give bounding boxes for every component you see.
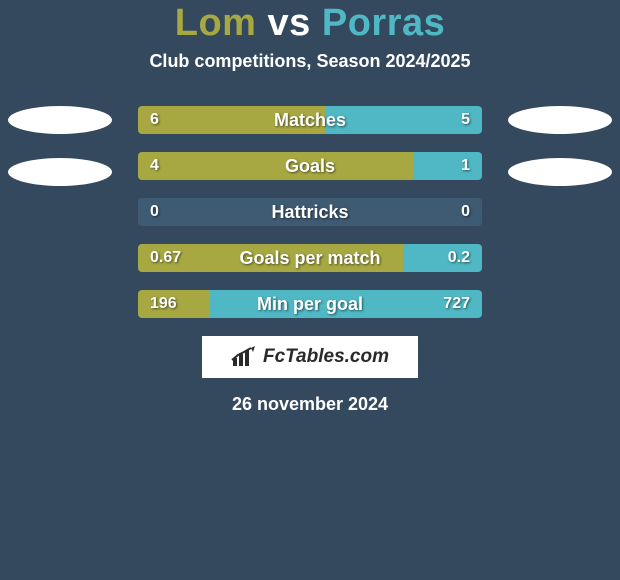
stat-row: 41Goals xyxy=(0,152,620,180)
date-label: 26 november 2024 xyxy=(0,394,620,415)
title-player1: Lom xyxy=(175,2,257,44)
stat-bar-right-fill xyxy=(210,290,482,318)
stat-bar-left-fill xyxy=(138,106,325,134)
player2-badge-oval xyxy=(508,158,612,186)
stat-rows: 65Matches 41Goals 0 0Hattricks 0.670.2Goals … xyxy=(0,106,620,318)
title-player2: Porras xyxy=(322,2,445,44)
stat-bar: 65Matches xyxy=(138,106,482,134)
stat-bar-right-fill xyxy=(325,106,482,134)
stat-value-right: 0 xyxy=(461,198,470,226)
stat-value-left: 0 xyxy=(150,198,159,226)
stat-bar-left-fill xyxy=(138,290,210,318)
stat-bar: 0 0Hattricks xyxy=(138,198,482,226)
player1-badge-oval xyxy=(8,106,112,134)
stat-label: Hattricks xyxy=(138,198,482,226)
stat-bar-right-fill xyxy=(403,244,482,272)
brand-badge: FcTables.com xyxy=(202,336,418,378)
brand-chart-icon xyxy=(231,346,257,368)
title-vs: vs xyxy=(268,2,311,44)
page-title: Lom vs Porras xyxy=(0,2,620,45)
stat-bar: 0.670.2Goals per match xyxy=(138,244,482,272)
stat-bar: 196727Min per goal xyxy=(138,290,482,318)
stat-bar-left-fill xyxy=(138,152,413,180)
stat-bar-left-fill xyxy=(138,244,403,272)
comparison-infographic: Lom vs Porras Club competitions, Season … xyxy=(0,0,620,415)
stat-bar-right-fill xyxy=(413,152,482,180)
stat-row: 196727Min per goal xyxy=(0,290,620,318)
stat-row: 65Matches xyxy=(0,106,620,134)
stat-row: 0.670.2Goals per match xyxy=(0,244,620,272)
brand-text: FcTables.com xyxy=(263,346,389,368)
subtitle: Club competitions, Season 2024/2025 xyxy=(0,51,620,72)
player2-badge-oval xyxy=(508,106,612,134)
stat-bar: 41Goals xyxy=(138,152,482,180)
stat-row: 0 0Hattricks xyxy=(0,198,620,226)
player1-badge-oval xyxy=(8,158,112,186)
